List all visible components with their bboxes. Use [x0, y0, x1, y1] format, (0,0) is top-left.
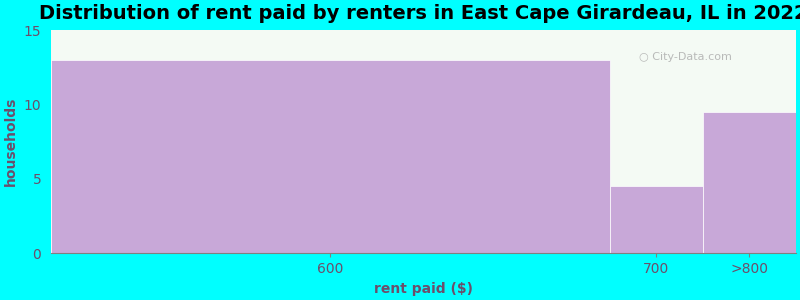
Y-axis label: households: households: [4, 97, 18, 187]
Bar: [610, 186, 702, 253]
Text: ○ City-Data.com: ○ City-Data.com: [639, 52, 732, 62]
Bar: [702, 112, 796, 253]
X-axis label: rent paid ($): rent paid ($): [374, 282, 473, 296]
Bar: [51, 60, 610, 253]
Title: Distribution of rent paid by renters in East Cape Girardeau, IL in 2022: Distribution of rent paid by renters in …: [39, 4, 800, 23]
